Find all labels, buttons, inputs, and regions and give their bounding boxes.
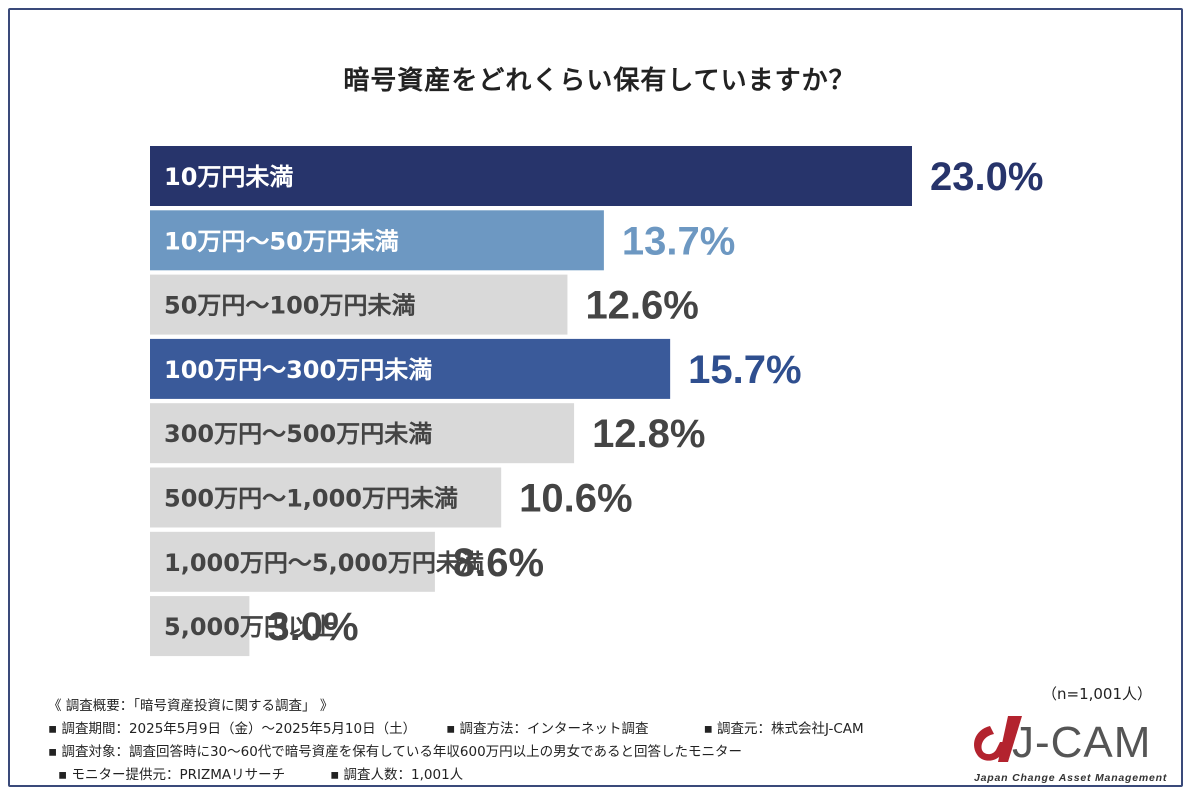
sample-size: （n=1,001人） xyxy=(1042,685,1153,703)
bar-1 xyxy=(150,210,604,271)
survey-count: ▪ 調査人数：1,001人 xyxy=(330,767,464,783)
category-label-0: 10万円未満 xyxy=(164,163,293,191)
value-label-7: 3.0% xyxy=(267,605,358,649)
category-label-2: 50万円〜100万円未満 xyxy=(164,292,416,320)
chart-title: 暗号資産をどれくらい保有していますか？ xyxy=(343,66,856,96)
value-label-0: 23.0% xyxy=(930,155,1043,199)
category-label-7: 5,000万円以上 xyxy=(164,613,336,641)
chart-frame xyxy=(8,8,1183,787)
survey-method: ▪ 調査方法：インターネット調査 xyxy=(446,721,649,737)
logo-tagline: Japan Change Asset Management xyxy=(974,772,1168,784)
survey-target: ▪ 調査対象：調査回答時に30〜60代で暗号資産を保有している年収600万円以上… xyxy=(48,744,743,760)
bar-7 xyxy=(150,596,250,657)
bar-4 xyxy=(150,403,575,464)
category-label-4: 300万円〜500万円未満 xyxy=(164,420,432,448)
value-label-6: 8.6% xyxy=(453,541,544,585)
bar-0 xyxy=(150,146,912,206)
value-label-4: 12.8% xyxy=(592,412,705,456)
bar-5 xyxy=(150,467,502,528)
category-label-3: 100万円〜300万円未満 xyxy=(164,356,432,384)
value-label-2: 12.6% xyxy=(585,284,698,328)
bar-3 xyxy=(150,338,671,399)
survey-overview: 《 調査概要：「暗号資産投資に関する調査」 》 ▪ 調査期間：2025年5月9日… xyxy=(48,695,864,787)
bar-chart: 10万円未満 23.0% 10万円〜50万円未満 13.7% 50万円〜100万円未満 1… xyxy=(150,146,1043,657)
category-label-5: 500万円〜1,000万円未満 xyxy=(164,485,458,513)
category-label-1: 10万円〜50万円未満 xyxy=(164,227,399,255)
survey-period: ▪ 調査期間：2025年5月9日（金）〜2025年5月10日（土） xyxy=(48,721,417,737)
jcam-logo-mark xyxy=(974,716,1022,762)
bar-2 xyxy=(150,274,568,335)
value-label-3: 15.7% xyxy=(688,348,801,392)
value-label-1: 13.7% xyxy=(622,219,735,263)
logo-name: J-CAM xyxy=(1012,718,1152,767)
value-label-5: 10.6% xyxy=(519,477,632,521)
category-label-6: 1,000万円〜5,000万円未満 xyxy=(164,549,484,577)
bar-6 xyxy=(150,531,435,592)
survey-title: 《 調査概要：「暗号資産投資に関する調査」 》 xyxy=(48,698,334,714)
survey-provider: ▪ モニター提供元：PRIZMAリサーチ xyxy=(58,767,286,783)
jcam-logo: J-CAM Japan Change Asset Management xyxy=(968,712,1168,788)
survey-source: ▪ 調査元：株式会社J-CAM xyxy=(703,721,864,737)
